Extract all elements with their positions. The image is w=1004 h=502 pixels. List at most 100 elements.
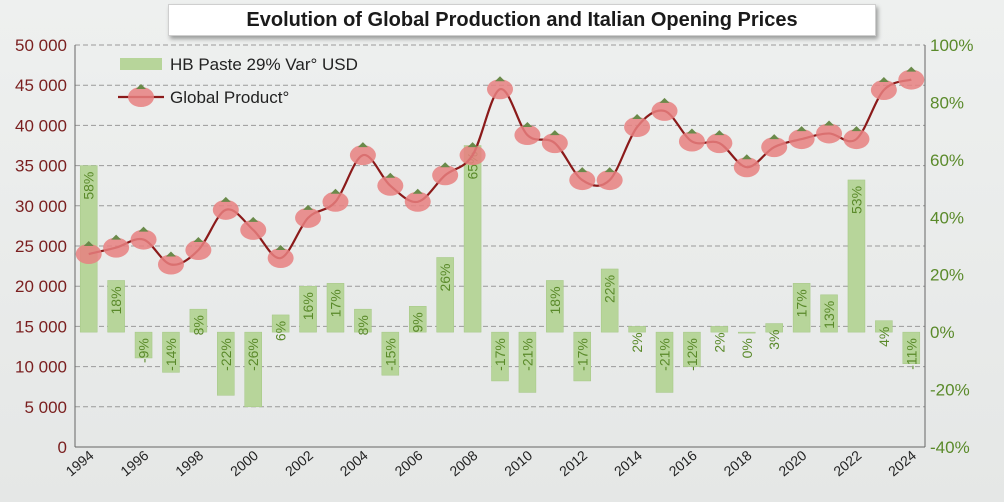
x-tick-label: 2004 xyxy=(337,447,371,479)
tomato-body xyxy=(569,170,596,191)
right-tick-label: -40% xyxy=(930,438,970,457)
bar-value-label: 6% xyxy=(273,321,289,341)
chart-title: Evolution of Global Production and Itali… xyxy=(246,8,798,31)
tomato-body xyxy=(870,80,897,101)
tomato-stem xyxy=(604,167,615,173)
bar xyxy=(847,179,866,333)
left-tick-label: 30 000 xyxy=(15,197,67,216)
bar xyxy=(710,326,729,333)
legend-swatch-bar xyxy=(120,58,162,70)
x-tick-label: 2024 xyxy=(885,447,919,479)
tomato-body xyxy=(240,219,267,240)
tomato-body xyxy=(596,170,623,191)
x-tick-label: 2016 xyxy=(666,447,700,479)
tomato-body xyxy=(788,129,815,150)
tomato-stem xyxy=(385,172,396,178)
line-marker xyxy=(267,245,294,269)
right-tick-label: -20% xyxy=(930,381,970,400)
bar-value-label: -22% xyxy=(218,338,234,371)
line-marker xyxy=(761,134,788,158)
legend-label-line: Global Product° xyxy=(170,88,289,107)
tomato-stem xyxy=(769,134,780,140)
line-marker xyxy=(75,241,102,265)
tomato-stem xyxy=(851,126,862,132)
chart-title-box: Evolution of Global Production and Itali… xyxy=(168,4,876,36)
bar xyxy=(875,320,893,333)
bar-value-label: -11% xyxy=(903,338,919,370)
bar xyxy=(738,331,756,334)
line-marker xyxy=(432,162,459,186)
bar xyxy=(134,331,153,359)
tomato-stem xyxy=(824,120,835,126)
line-marker xyxy=(487,76,513,100)
line-marker xyxy=(459,142,486,166)
bar xyxy=(820,294,838,333)
tomato-stem xyxy=(248,216,259,222)
bar-value-label: 17% xyxy=(327,289,343,317)
left-tick-label: 50 000 xyxy=(15,36,67,55)
line-marker xyxy=(898,66,925,90)
line-marker xyxy=(349,142,376,166)
tomato-stem xyxy=(467,142,478,148)
bar-value-label: -9% xyxy=(136,338,152,363)
tomato-body xyxy=(185,240,212,261)
legend-label-bar: HB Paste 29% Var° USD xyxy=(170,55,358,74)
bar-value-label: 26% xyxy=(437,263,453,291)
tomato-body xyxy=(295,207,322,228)
tomato-body xyxy=(514,125,541,146)
bar xyxy=(683,331,701,367)
bar xyxy=(491,331,509,382)
tomato-stem xyxy=(220,196,231,202)
tomato-body xyxy=(816,123,843,144)
line-marker xyxy=(295,204,322,228)
line-marker xyxy=(322,188,349,212)
right-tick-label: 100% xyxy=(930,36,973,55)
tomato-body xyxy=(733,157,760,178)
left-tick-label: 35 000 xyxy=(15,157,67,176)
tomato-body xyxy=(432,165,459,186)
left-tick-label: 15 000 xyxy=(15,317,67,336)
tomato-body xyxy=(75,244,102,265)
bar-value-label: 2% xyxy=(711,332,727,352)
bar-value-label: 9% xyxy=(410,312,426,332)
left-tick-label: 25 000 xyxy=(15,237,67,256)
bar-value-label: 8% xyxy=(355,315,371,335)
bar-value-label: 58% xyxy=(81,172,97,200)
tomato-stem xyxy=(357,142,368,148)
bar xyxy=(354,308,372,333)
bar xyxy=(792,283,811,333)
bar-value-label: -14% xyxy=(163,338,179,371)
bar xyxy=(244,331,262,408)
x-tick-label: 2008 xyxy=(446,447,480,479)
line-marker xyxy=(624,114,651,138)
bar xyxy=(765,323,783,333)
line-marker xyxy=(130,226,157,250)
tomato-stem xyxy=(878,77,889,83)
bar-value-label: 4% xyxy=(876,327,892,347)
bar-value-label: 18% xyxy=(547,286,563,314)
bar-value-label: 18% xyxy=(108,286,124,314)
x-tick-label: 2020 xyxy=(775,447,809,479)
bar-value-label: 17% xyxy=(794,289,810,317)
tomato-stem xyxy=(330,188,341,194)
line-marker xyxy=(678,128,705,152)
x-tick-label: 1994 xyxy=(62,447,96,479)
tomato-stem xyxy=(522,122,533,128)
tomato-body xyxy=(128,87,154,107)
grid-lines xyxy=(75,44,925,408)
bar xyxy=(107,280,125,333)
x-tick-label: 2006 xyxy=(392,447,426,479)
tomato-body xyxy=(157,254,184,275)
legend-marker xyxy=(128,84,154,107)
right-tick-label: 60% xyxy=(930,151,964,170)
bar-value-label: -21% xyxy=(657,338,673,371)
bar xyxy=(326,283,345,333)
tomato-stem xyxy=(686,128,697,134)
line-marker xyxy=(816,120,843,144)
x-tick-label: 2010 xyxy=(501,447,535,479)
tomato-body xyxy=(541,133,568,154)
bar-value-label: 22% xyxy=(602,275,618,303)
bar xyxy=(655,331,674,393)
tomato-body xyxy=(678,131,705,152)
